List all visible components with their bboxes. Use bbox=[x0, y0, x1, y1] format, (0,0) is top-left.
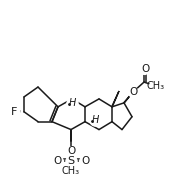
Text: O: O bbox=[67, 146, 75, 156]
Text: CH₃: CH₃ bbox=[147, 81, 165, 91]
Text: H: H bbox=[68, 98, 76, 108]
Text: O: O bbox=[53, 156, 61, 166]
Polygon shape bbox=[124, 92, 133, 103]
Text: F: F bbox=[11, 107, 17, 117]
Polygon shape bbox=[112, 91, 119, 107]
Text: CH₃: CH₃ bbox=[62, 166, 80, 176]
Text: O: O bbox=[141, 64, 149, 74]
Text: O: O bbox=[129, 87, 137, 97]
Text: S: S bbox=[67, 156, 75, 166]
Text: O: O bbox=[81, 156, 89, 166]
Text: H: H bbox=[91, 115, 99, 125]
